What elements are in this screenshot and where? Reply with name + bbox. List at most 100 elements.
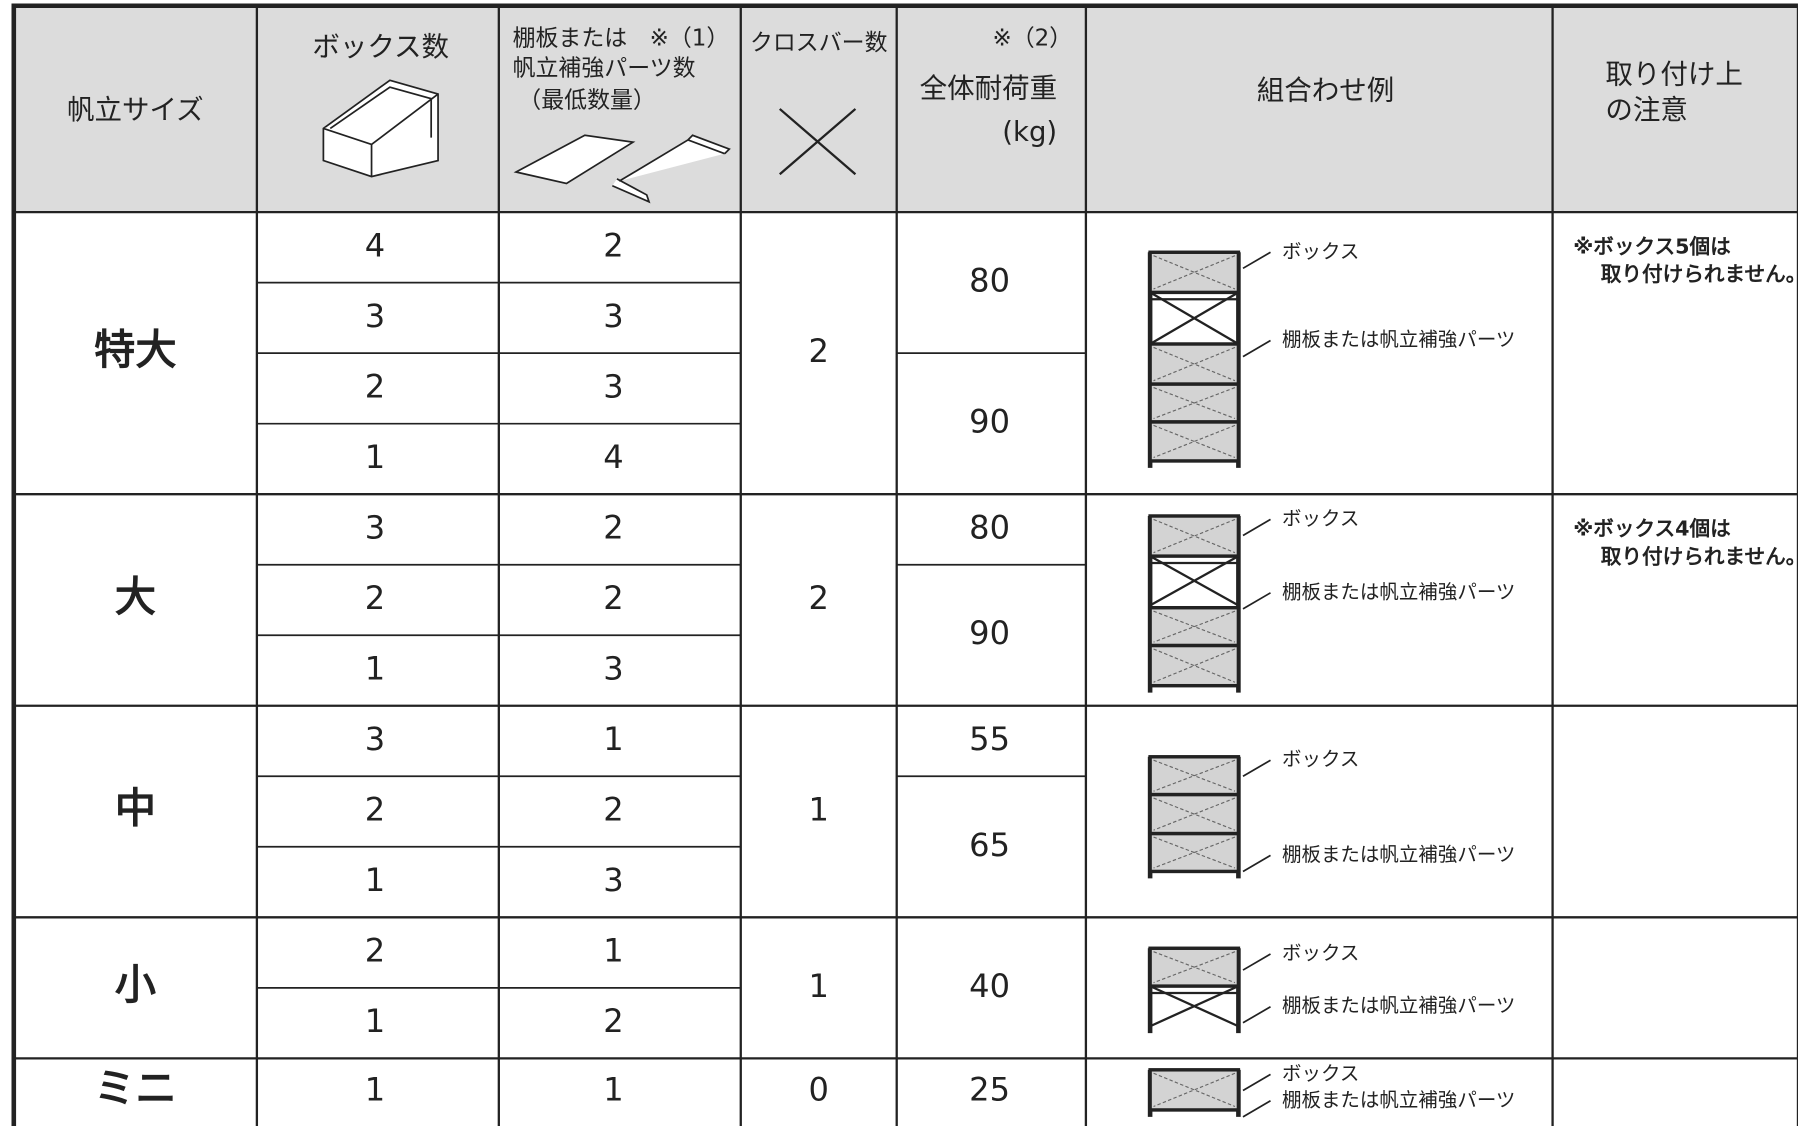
caution: 取り付けられません。 bbox=[1601, 544, 1798, 568]
box-count: 1 bbox=[365, 1071, 385, 1109]
part-label: ボックス bbox=[1282, 942, 1359, 965]
part-label: ボックス bbox=[1282, 1062, 1359, 1085]
part-label: 棚板または帆立補強パーツ bbox=[1282, 580, 1515, 603]
box-count: 3 bbox=[365, 297, 385, 335]
leader bbox=[1242, 1006, 1271, 1024]
shelf-count: 2 bbox=[603, 1002, 623, 1040]
leader bbox=[1242, 592, 1271, 610]
shelf-count: 2 bbox=[603, 791, 623, 829]
header: 帆立サイズ ボックス数 棚板または ※（1） 帆立補強パーツ数 （最低数量） ク… bbox=[67, 25, 1743, 204]
leader bbox=[1242, 339, 1271, 358]
part-label: 棚板または帆立補強パーツ bbox=[1282, 328, 1515, 351]
shelf-count: 3 bbox=[603, 297, 623, 335]
part-label: 棚板または帆立補強パーツ bbox=[1282, 994, 1515, 1017]
header-cell: (kg) bbox=[1002, 116, 1057, 148]
leader bbox=[1242, 953, 1271, 971]
leader bbox=[1242, 518, 1271, 537]
box-count: 2 bbox=[365, 932, 385, 970]
box bbox=[1148, 250, 1241, 295]
leader bbox=[1242, 1100, 1271, 1118]
crossbar-count: 0 bbox=[809, 1071, 829, 1109]
shelf-count: 2 bbox=[603, 508, 623, 546]
header-cell: 全体耐荷重 bbox=[920, 72, 1058, 104]
load-value: 90 bbox=[969, 403, 1010, 441]
load-value: 55 bbox=[969, 720, 1010, 758]
shelf-count: 1 bbox=[603, 1071, 623, 1109]
crossbar bbox=[1149, 291, 1239, 345]
shelf-count: 3 bbox=[603, 649, 623, 687]
leader bbox=[1242, 251, 1271, 270]
header-cell: 組合わせ例 bbox=[1257, 75, 1395, 107]
header-bg bbox=[13, 5, 1798, 213]
box bbox=[1148, 420, 1241, 463]
box-count: 4 bbox=[365, 226, 385, 264]
header-cell: 帆立サイズ bbox=[67, 94, 204, 126]
box bbox=[1148, 755, 1241, 797]
box-cross bbox=[1153, 610, 1236, 643]
part-label: ボックス bbox=[1282, 240, 1359, 263]
box-cross bbox=[1153, 346, 1236, 382]
shelf-count: 1 bbox=[603, 720, 623, 758]
load-value: 80 bbox=[969, 262, 1010, 300]
size-name: 小 bbox=[115, 961, 157, 1009]
load-value: 40 bbox=[969, 967, 1010, 1005]
box-count: 1 bbox=[365, 438, 385, 476]
size-name: 中 bbox=[115, 785, 156, 833]
shelf-count: 1 bbox=[603, 932, 623, 970]
shelf-count: 2 bbox=[603, 226, 623, 264]
box-count: 3 bbox=[365, 720, 385, 758]
box-cross bbox=[1153, 951, 1236, 984]
box-cross bbox=[1153, 387, 1236, 420]
box-count: 1 bbox=[365, 861, 385, 899]
caution: ※ボックス4個は bbox=[1573, 517, 1731, 541]
part-label: 棚板または帆立補強パーツ bbox=[1282, 843, 1515, 866]
box bbox=[1148, 605, 1241, 648]
header-cell: ※（1） bbox=[650, 25, 730, 51]
leader bbox=[1242, 854, 1271, 873]
caution: 取り付けられません。 bbox=[1601, 262, 1798, 286]
part-label: ボックス bbox=[1282, 748, 1359, 771]
box-count: 2 bbox=[365, 579, 385, 617]
load-value: 80 bbox=[969, 508, 1010, 546]
box-count: 3 bbox=[365, 508, 385, 546]
cross-icon bbox=[779, 108, 857, 176]
box-cross bbox=[1153, 255, 1236, 290]
size-name: 大 bbox=[115, 573, 156, 621]
shelf-count: 2 bbox=[603, 579, 623, 617]
crossbar-count: 1 bbox=[809, 967, 829, 1005]
header-cell: 棚板または bbox=[513, 25, 628, 51]
leader bbox=[1242, 1073, 1271, 1092]
box-icon bbox=[322, 79, 439, 178]
size-name: 特大 bbox=[94, 326, 177, 374]
load-value: 65 bbox=[969, 826, 1010, 864]
box-count: 2 bbox=[365, 367, 385, 405]
crossbar bbox=[1149, 555, 1239, 607]
box bbox=[1148, 342, 1241, 386]
box bbox=[1148, 643, 1241, 688]
box-cross bbox=[1153, 797, 1236, 831]
box-cross bbox=[1153, 424, 1236, 459]
box bbox=[1148, 1068, 1241, 1112]
header-cell: クロスバー数 bbox=[750, 30, 888, 56]
load-value: 25 bbox=[969, 1071, 1010, 1109]
shelf-count: 3 bbox=[603, 367, 623, 405]
header-cell: ボックス数 bbox=[312, 31, 449, 63]
box-cross bbox=[1153, 648, 1236, 683]
header-cell: （最低数量） bbox=[518, 87, 656, 113]
caution: ※ボックス5個は bbox=[1573, 235, 1731, 259]
load-value: 90 bbox=[969, 614, 1010, 652]
header-cell: 取り付け上 bbox=[1605, 59, 1743, 91]
size-name: ミニ bbox=[94, 1065, 177, 1113]
header-cell: 帆立補強パーツ数 bbox=[513, 55, 696, 81]
part-label: 棚板または帆立補強パーツ bbox=[1282, 1088, 1515, 1111]
shelf-count: 3 bbox=[603, 861, 623, 899]
box-cross bbox=[1153, 836, 1236, 869]
box bbox=[1148, 792, 1241, 836]
box-cross bbox=[1153, 1072, 1236, 1108]
crossbar-count: 1 bbox=[809, 791, 829, 829]
shelf-icon bbox=[513, 134, 731, 204]
shelf-count: 4 bbox=[603, 438, 623, 476]
box-count: 2 bbox=[365, 791, 385, 829]
box-count: 1 bbox=[365, 649, 385, 687]
